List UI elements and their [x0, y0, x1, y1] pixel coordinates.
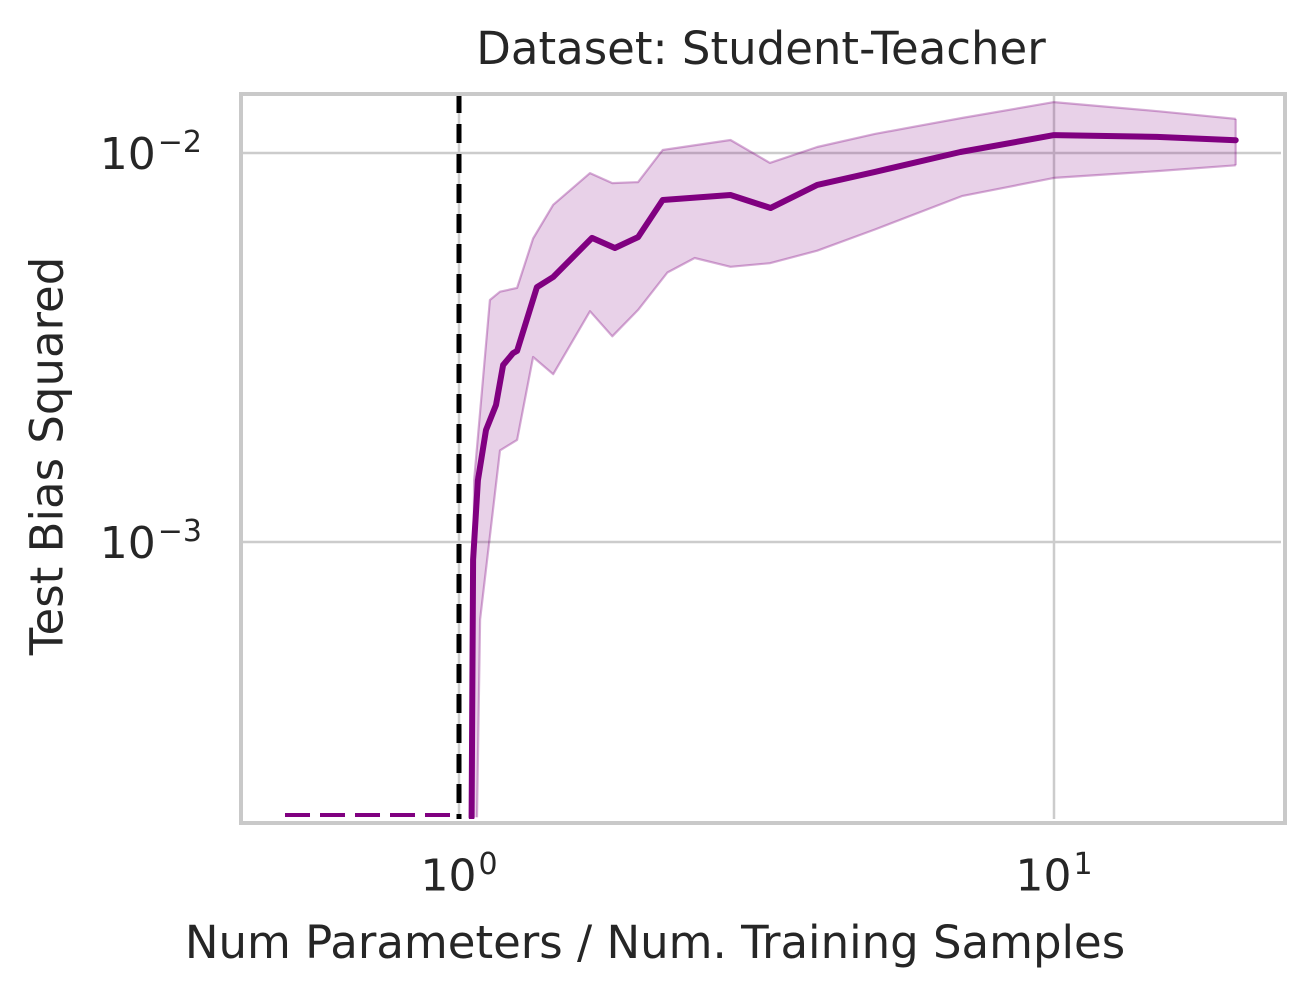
mean-line — [468, 132, 1239, 819]
confidence-band — [471, 102, 1236, 818]
chart-title: Dataset: Student-Teacher — [476, 22, 1046, 75]
x-tick-label: 101 — [1015, 846, 1093, 902]
confidence-band-upper-edge — [470, 101, 1236, 818]
plot-area — [241, 94, 1281, 819]
x-axis-label: Num Parameters / Num. Training Samples — [184, 916, 1126, 969]
confidence-band-lower-edge — [475, 164, 1236, 818]
x-tick-label: 100 — [420, 846, 498, 902]
y-axis-label: Test Bias Squared — [20, 256, 74, 656]
y-tick-label: 10−3 — [99, 513, 202, 569]
y-tick-label: 10−2 — [99, 124, 202, 180]
